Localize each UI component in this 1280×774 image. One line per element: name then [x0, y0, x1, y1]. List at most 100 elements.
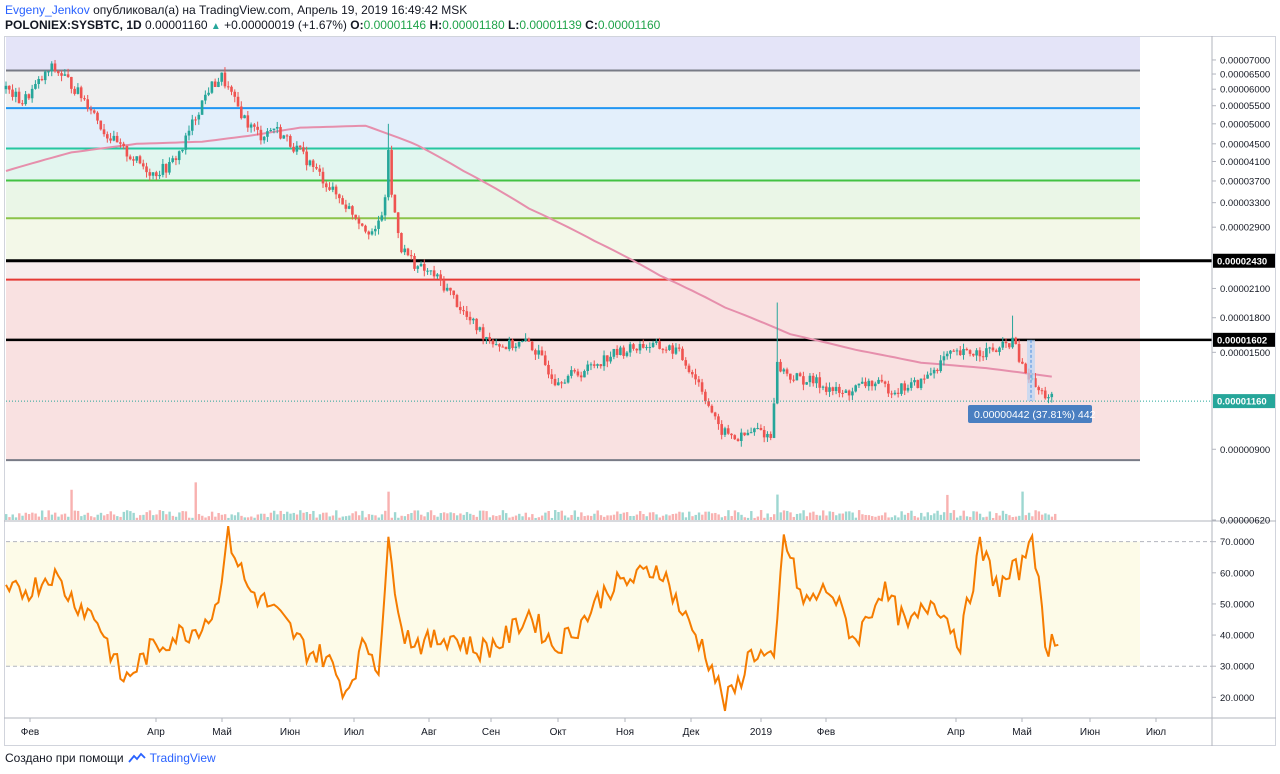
candle-body [390, 150, 393, 195]
candle-body [844, 390, 848, 393]
candle-body [357, 218, 361, 224]
candle-body [187, 130, 191, 136]
price-badge-label: 0.00001160 [1217, 397, 1267, 408]
author-link[interactable]: Evgeny_Jenkov [5, 3, 90, 17]
volume-bar [86, 512, 90, 520]
volume-bar [50, 514, 54, 520]
volume-bar [557, 511, 560, 520]
price-badge: 0.00001160 [1213, 394, 1275, 409]
volume-bar [393, 512, 397, 520]
candle-body [514, 346, 518, 349]
fib-band [6, 180, 1140, 219]
candle-body [576, 371, 580, 376]
volume-bar [910, 510, 913, 520]
volume-bar [119, 516, 122, 520]
candle-body [426, 270, 429, 272]
volume-bar [599, 515, 603, 520]
volume-bar [197, 514, 201, 520]
candle-body [24, 94, 27, 105]
volume-bar [596, 510, 599, 520]
time-tick-label: Май [212, 727, 232, 738]
volume-bar [822, 510, 825, 520]
rsi-tick-label: 60.0000 [1220, 568, 1254, 579]
price-tick-label: 0.00005000 [1220, 119, 1270, 130]
volume-bar [759, 510, 763, 520]
candle-body [266, 131, 269, 137]
volume-bar [524, 512, 528, 520]
candle-body [275, 127, 279, 129]
candle-body [27, 94, 31, 99]
candle-body [494, 344, 498, 346]
volume-bar [1031, 516, 1034, 520]
price-tick-label: 0.00000620 [1220, 516, 1270, 527]
footer: Создано при помощи TradingView [5, 751, 216, 765]
candle-body [736, 439, 740, 441]
candle-body [249, 124, 253, 128]
candle-body [867, 380, 871, 387]
chart-header: Evgeny_Jenkov опубликовал(а) на TradingV… [0, 0, 1280, 34]
candle-body [465, 311, 469, 317]
candle-body [661, 348, 665, 350]
chart-frame[interactable] [4, 36, 1276, 746]
volume-bar [789, 512, 792, 520]
volume-bar [717, 514, 720, 520]
candle-body [952, 350, 956, 352]
volume-bar [897, 517, 900, 520]
open-label: O: [350, 18, 364, 32]
symbol-name[interactable]: POLONIEX:SYSBTC, 1D [5, 18, 142, 32]
volume-bar [707, 511, 711, 520]
candle-body [89, 108, 93, 111]
candle-body [988, 347, 991, 349]
candle-body [504, 346, 508, 350]
candle-body [76, 87, 80, 94]
volume-bar [439, 513, 443, 520]
volume-bar [148, 510, 152, 520]
candle-body [285, 135, 289, 137]
candle-body [207, 92, 210, 95]
volume-bar [132, 512, 135, 520]
volume-bar [753, 517, 756, 520]
candle-body [132, 159, 135, 161]
volume-bar [227, 517, 230, 520]
candle-body [857, 383, 861, 386]
candle-body [243, 115, 246, 119]
candle-body [710, 405, 714, 413]
low-value: 0.00001139 [519, 18, 582, 32]
candle-body [338, 194, 341, 199]
candle-body [334, 186, 338, 195]
volume-bar [861, 514, 864, 520]
volume-bar [109, 511, 112, 520]
tradingview-brand-link[interactable]: TradingView [149, 751, 216, 765]
rsi-band-fill [6, 541, 1140, 667]
volume-bar [916, 517, 920, 520]
price-tick-label: 0.00004500 [1220, 139, 1270, 150]
volume-bar [67, 516, 70, 520]
candle-body [746, 432, 750, 436]
fib-band [6, 218, 1140, 261]
candle-body [478, 327, 482, 331]
candle-body [602, 355, 606, 367]
candle-body [1037, 387, 1040, 391]
close-value: 0.00001160 [597, 18, 661, 32]
candlesticks [4, 59, 1054, 447]
volume-bar [1008, 515, 1011, 520]
volume-bar [854, 517, 858, 520]
fib-band [6, 37, 1140, 71]
volume-bar [44, 517, 47, 520]
candle-body [978, 350, 982, 357]
candle-body [321, 171, 325, 184]
fib-band [6, 148, 1140, 181]
price-change: +0.00000019 (+1.67%) [224, 18, 347, 32]
volume-bar [318, 514, 322, 520]
candle-body [782, 369, 786, 372]
time-tick-label: Фев [21, 727, 39, 738]
candle-body [1043, 390, 1047, 399]
candle-body [586, 364, 590, 372]
candle-body [200, 100, 204, 115]
candle-body [939, 360, 942, 372]
candle-body [802, 376, 805, 385]
volume-bar [550, 517, 554, 520]
candle-body [671, 345, 674, 354]
rsi-tick-label: 30.0000 [1220, 662, 1254, 673]
